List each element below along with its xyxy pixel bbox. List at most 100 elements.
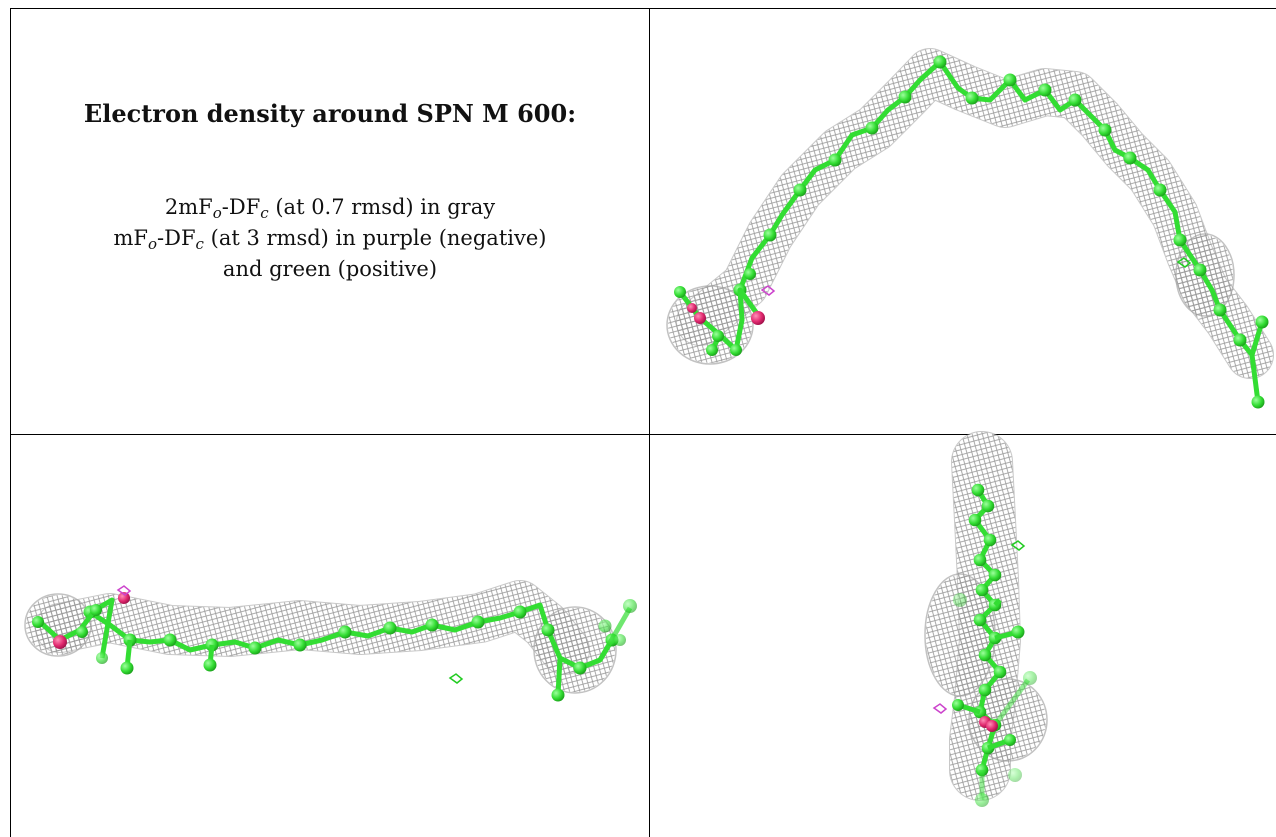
caption-body: 2mFo-DFc (at 0.7 rmsd) in gray mFo-DFc (… xyxy=(114,192,547,285)
negative-density-blob xyxy=(932,703,948,714)
carbon-atom xyxy=(32,616,44,628)
bond-chain xyxy=(88,602,615,671)
carbon-atom xyxy=(674,286,686,298)
carbon-atom xyxy=(1251,395,1265,409)
table-left-border xyxy=(10,8,11,837)
carbon-atom xyxy=(383,621,397,635)
carbon-atom xyxy=(1123,151,1137,165)
carbon-atom xyxy=(76,626,88,638)
negative-density-blob xyxy=(760,285,776,296)
carbon-atom xyxy=(793,183,807,197)
carbon-atom xyxy=(338,625,352,639)
carbon-atom xyxy=(828,153,842,167)
carbon-atom xyxy=(1153,183,1167,197)
carbon-atom xyxy=(983,533,997,547)
carbon-atom xyxy=(1008,768,1022,782)
caption-cell: Electron density around SPN M 600: 2mFo-… xyxy=(11,9,649,434)
carbon-atom xyxy=(203,658,217,672)
positive-density-blob xyxy=(1010,540,1026,551)
carbon-atom xyxy=(614,634,626,646)
carbon-atom xyxy=(730,344,742,356)
oxygen-atom xyxy=(53,635,67,649)
carbon-atom xyxy=(1038,83,1052,97)
carbon-atom xyxy=(965,91,979,105)
caption-line-mfo: mFo-DFc (at 3 rmsd) in purple (negative) xyxy=(113,226,547,253)
density-mesh-blob-outline xyxy=(1175,233,1235,317)
positive-density-blob xyxy=(448,673,464,684)
carbon-atom xyxy=(1068,93,1082,107)
density-mesh-blob xyxy=(26,595,90,655)
caption-line-colors: and green (positive) xyxy=(222,257,438,281)
carbon-atom xyxy=(973,553,987,567)
carbon-atom xyxy=(598,619,612,633)
carbon-atom xyxy=(898,90,912,104)
carbon-atom xyxy=(978,648,992,662)
bond xyxy=(992,678,1031,727)
carbon-atom xyxy=(1011,625,1025,639)
carbon-atom xyxy=(551,688,565,702)
carbon-atom xyxy=(744,268,756,280)
carbon-atom xyxy=(1233,333,1247,347)
density-mesh-blob-outline xyxy=(968,678,1048,762)
carbon-atom xyxy=(1004,734,1016,746)
carbon-atom xyxy=(712,330,724,342)
carbon-atom xyxy=(471,615,485,629)
oxygen-atom xyxy=(986,720,998,732)
density-mesh-blob-outline xyxy=(533,606,617,694)
density-mesh-blob-outline xyxy=(24,593,92,657)
density-mesh-blob xyxy=(535,608,615,692)
carbon-atom xyxy=(293,638,307,652)
bond xyxy=(993,598,1002,607)
carbon-atom xyxy=(1023,671,1037,685)
table-center-border xyxy=(649,8,650,837)
oxygen-atom xyxy=(687,303,697,313)
carbon-atom xyxy=(1003,73,1017,87)
carbon-atom xyxy=(968,513,982,527)
carbon-atom xyxy=(1193,263,1207,277)
carbon-atom xyxy=(425,618,439,632)
bond xyxy=(597,606,633,662)
positive-density-blob xyxy=(1176,257,1192,268)
density-mesh-blob xyxy=(926,575,994,695)
carbon-atom xyxy=(1173,233,1187,247)
carbon-atom xyxy=(513,605,527,619)
carbon-atom xyxy=(541,623,555,637)
carbon-atom xyxy=(573,661,587,675)
carbon-atom xyxy=(706,344,718,356)
carbon-atom xyxy=(933,55,947,69)
view-bottom-right xyxy=(924,431,1048,807)
carbon-atom xyxy=(1098,123,1112,137)
oxygen-atom xyxy=(118,592,130,604)
table-top-border xyxy=(10,8,1276,9)
carbon-atom xyxy=(1213,303,1227,317)
carbon-atom xyxy=(763,228,777,242)
table-middle-border xyxy=(10,434,1276,435)
carbon-atom xyxy=(1255,315,1269,329)
caption-line-2mfo: 2mFo-DFc (at 0.7 rmsd) in gray xyxy=(164,195,496,222)
carbon-atom xyxy=(975,793,989,807)
carbon-atom xyxy=(952,699,964,711)
view-top-right xyxy=(666,48,1274,409)
carbon-atom xyxy=(163,633,177,647)
density-mesh-blob-outline xyxy=(666,285,754,365)
oxygen-atom xyxy=(694,312,706,324)
carbon-atom xyxy=(90,604,102,616)
carbon-atom xyxy=(96,652,108,664)
carbon-atom xyxy=(120,661,134,675)
carbon-atom xyxy=(988,568,1002,582)
negative-density-blob xyxy=(116,585,132,596)
carbon-atom xyxy=(623,599,637,613)
carbon-atom xyxy=(981,499,995,513)
bond xyxy=(1249,354,1261,403)
oxygen-atom xyxy=(751,311,765,325)
carbon-atom xyxy=(248,641,262,655)
carbon-atom xyxy=(971,483,985,497)
caption-title: Electron density around SPN M 600: xyxy=(83,99,577,128)
carbon-atom xyxy=(953,593,967,607)
view-bottom-left xyxy=(24,580,637,702)
carbon-atom xyxy=(978,683,992,697)
carbon-atom xyxy=(865,121,879,135)
carbon-atom xyxy=(973,613,987,627)
carbon-atom xyxy=(975,583,989,597)
